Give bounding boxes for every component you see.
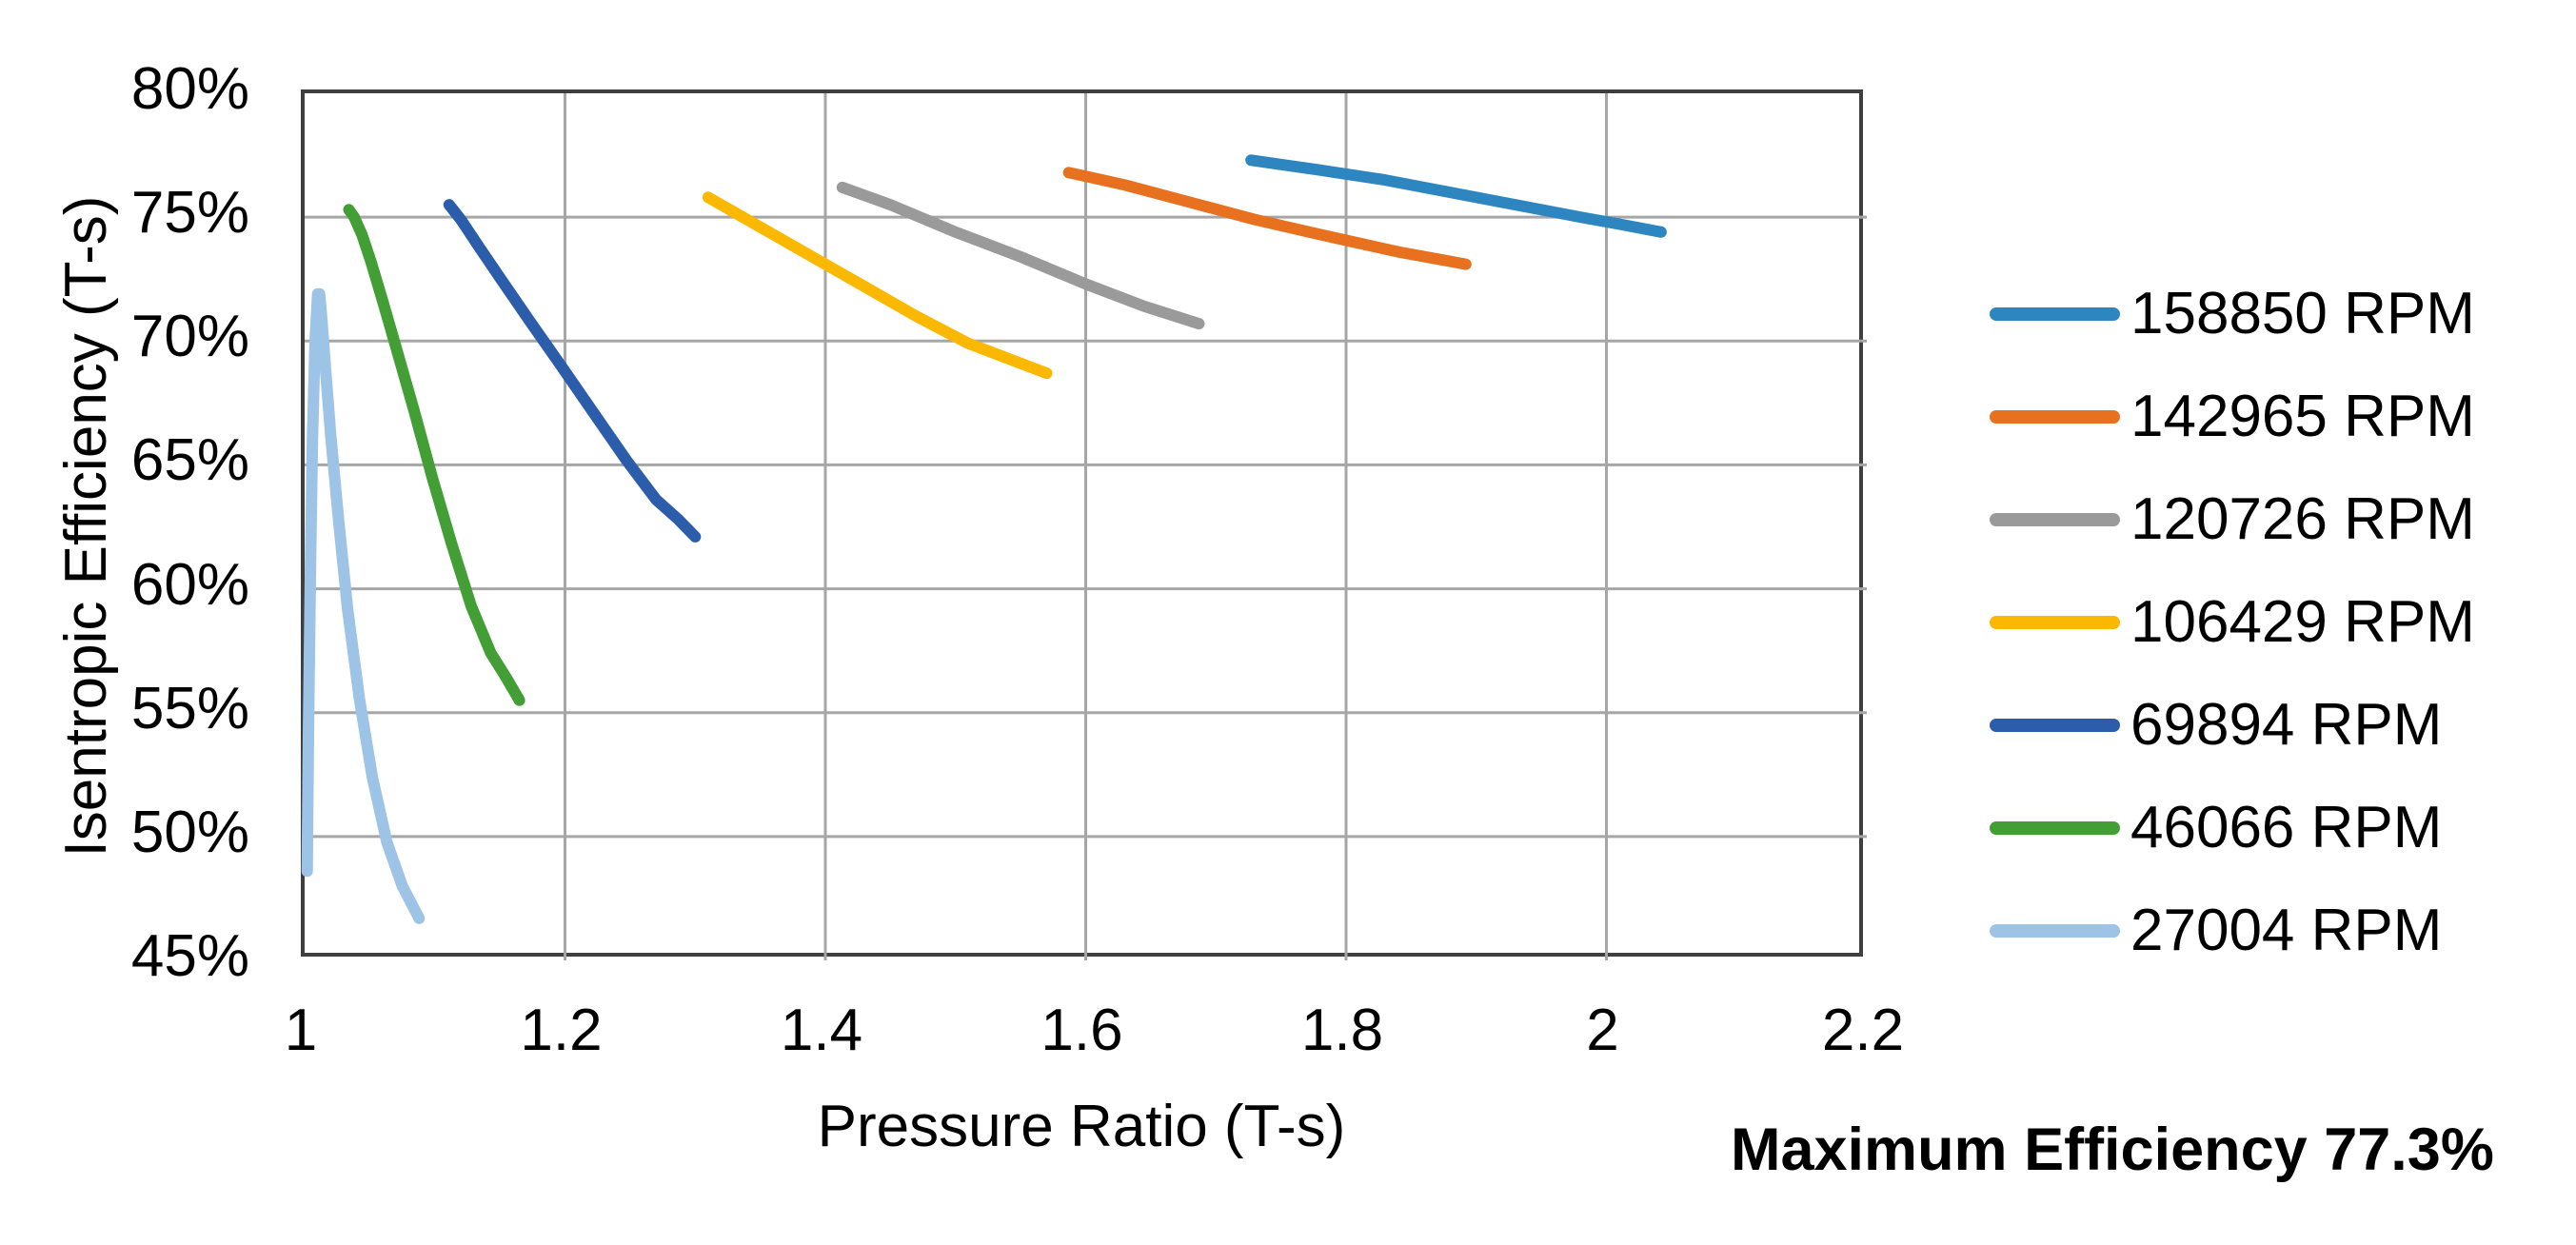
legend-item-27004-rpm: 27004 RPM bbox=[1990, 879, 2561, 982]
legend-item-142965-rpm: 142965 RPM bbox=[1990, 366, 2561, 468]
legend-label: 69894 RPM bbox=[2130, 692, 2443, 758]
x-tick-label-1.8: 1.8 bbox=[1300, 998, 1384, 1063]
series-lines-layer bbox=[301, 154, 1667, 924]
legend-item-46066-rpm: 46066 RPM bbox=[1990, 777, 2561, 879]
gridlines-layer bbox=[305, 93, 1867, 960]
legend-swatch-icon bbox=[1990, 719, 2120, 732]
x-axis-title: Pressure Ratio (T-s) bbox=[817, 1094, 1346, 1159]
legend-swatch-icon bbox=[1990, 307, 2120, 321]
legend-label: 158850 RPM bbox=[2130, 281, 2475, 346]
series-line-106429-rpm bbox=[702, 191, 1053, 380]
series-line-158850-rpm bbox=[1245, 154, 1667, 238]
legend-swatch-icon bbox=[1990, 410, 2120, 424]
legend-swatch-icon bbox=[1990, 924, 2120, 938]
y-tick-label-45: 45% bbox=[130, 923, 249, 989]
legend-swatch-icon bbox=[1990, 616, 2120, 629]
y-tick-label-60: 60% bbox=[130, 551, 249, 618]
x-tick-label-1.2: 1.2 bbox=[520, 998, 603, 1063]
series-line-120726-rpm bbox=[836, 181, 1205, 330]
series-line-142965-rpm bbox=[1062, 167, 1472, 270]
y-tick-label-80: 80% bbox=[130, 56, 249, 122]
legend-item-120726-rpm: 120726 RPM bbox=[1990, 468, 2561, 571]
legend-item-69894-rpm: 69894 RPM bbox=[1990, 674, 2561, 777]
x-tick-label-2.2: 2.2 bbox=[1821, 998, 1905, 1063]
legend-label: 120726 RPM bbox=[2130, 486, 2475, 552]
series-line-27004-rpm bbox=[301, 287, 426, 924]
plot-area bbox=[301, 89, 1867, 960]
x-tick-label-1.4: 1.4 bbox=[780, 998, 863, 1063]
legend-label: 27004 RPM bbox=[2130, 898, 2443, 963]
legend-label: 142965 RPM bbox=[2130, 384, 2475, 449]
series-line-46066-rpm bbox=[343, 204, 525, 706]
max-efficiency-annotation: Maximum Efficiency 77.3% bbox=[1731, 1117, 2494, 1183]
y-tick-label-70: 70% bbox=[130, 304, 249, 370]
x-tick-label-2: 2 bbox=[1586, 998, 1619, 1063]
legend-item-106429-rpm: 106429 RPM bbox=[1990, 571, 2561, 674]
legend-label: 106429 RPM bbox=[2130, 589, 2475, 655]
y-tick-label-65: 65% bbox=[130, 427, 249, 494]
x-tick-label-1.6: 1.6 bbox=[1040, 998, 1123, 1063]
y-tick-label-55: 55% bbox=[130, 675, 249, 741]
series-line-69894-rpm bbox=[443, 199, 702, 543]
legend-label: 46066 RPM bbox=[2130, 795, 2443, 860]
legend-swatch-icon bbox=[1990, 821, 2120, 835]
legend-item-158850-rpm: 158850 RPM bbox=[1990, 263, 2561, 366]
legend-swatch-icon bbox=[1990, 513, 2120, 526]
y-axis-title: Isentropic Efficiency (T-s) bbox=[53, 195, 119, 858]
y-tick-label-50: 50% bbox=[130, 799, 249, 865]
x-tick-label-1: 1 bbox=[284, 998, 318, 1063]
y-tick-label-75: 75% bbox=[130, 180, 249, 247]
